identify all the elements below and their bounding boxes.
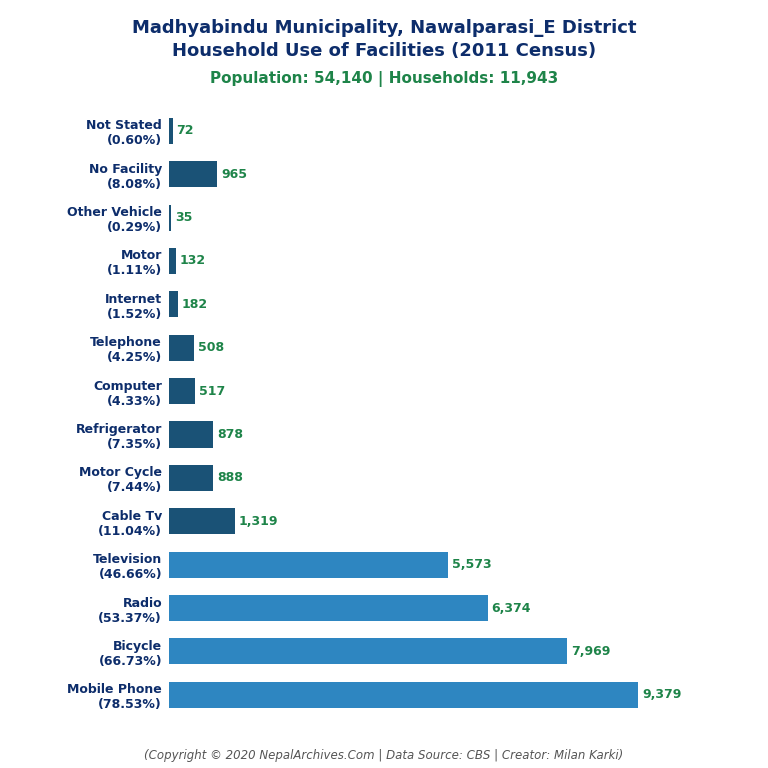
Bar [169, 204, 170, 230]
Text: 9,379: 9,379 [642, 688, 681, 701]
Text: 72: 72 [177, 124, 194, 137]
Bar [169, 508, 235, 535]
Bar [169, 378, 195, 404]
Bar [169, 118, 173, 144]
Bar [169, 422, 213, 448]
Bar [169, 551, 448, 578]
Text: Population: 54,140 | Households: 11,943: Population: 54,140 | Households: 11,943 [210, 71, 558, 87]
Text: 182: 182 [182, 298, 208, 311]
Text: Household Use of Facilities (2011 Census): Household Use of Facilities (2011 Census… [172, 42, 596, 60]
Bar [169, 335, 194, 361]
Text: 132: 132 [180, 254, 206, 267]
Text: 965: 965 [221, 167, 247, 180]
Bar [169, 248, 176, 274]
Text: 878: 878 [217, 428, 243, 441]
Text: 508: 508 [198, 341, 224, 354]
Text: 6,374: 6,374 [492, 601, 531, 614]
Text: 888: 888 [217, 472, 243, 485]
Text: 517: 517 [199, 385, 225, 398]
Text: Madhyabindu Municipality, Nawalparasi_E District: Madhyabindu Municipality, Nawalparasi_E … [132, 19, 636, 37]
Bar [169, 161, 217, 187]
Bar [169, 465, 214, 491]
Bar [169, 595, 488, 621]
Bar [169, 682, 638, 708]
Text: 35: 35 [174, 211, 192, 224]
Text: 1,319: 1,319 [239, 515, 279, 528]
Text: 7,969: 7,969 [571, 645, 611, 658]
Text: 5,573: 5,573 [452, 558, 492, 571]
Bar [169, 291, 178, 317]
Text: (Copyright © 2020 NepalArchives.Com | Data Source: CBS | Creator: Milan Karki): (Copyright © 2020 NepalArchives.Com | Da… [144, 749, 624, 762]
Bar [169, 638, 568, 664]
